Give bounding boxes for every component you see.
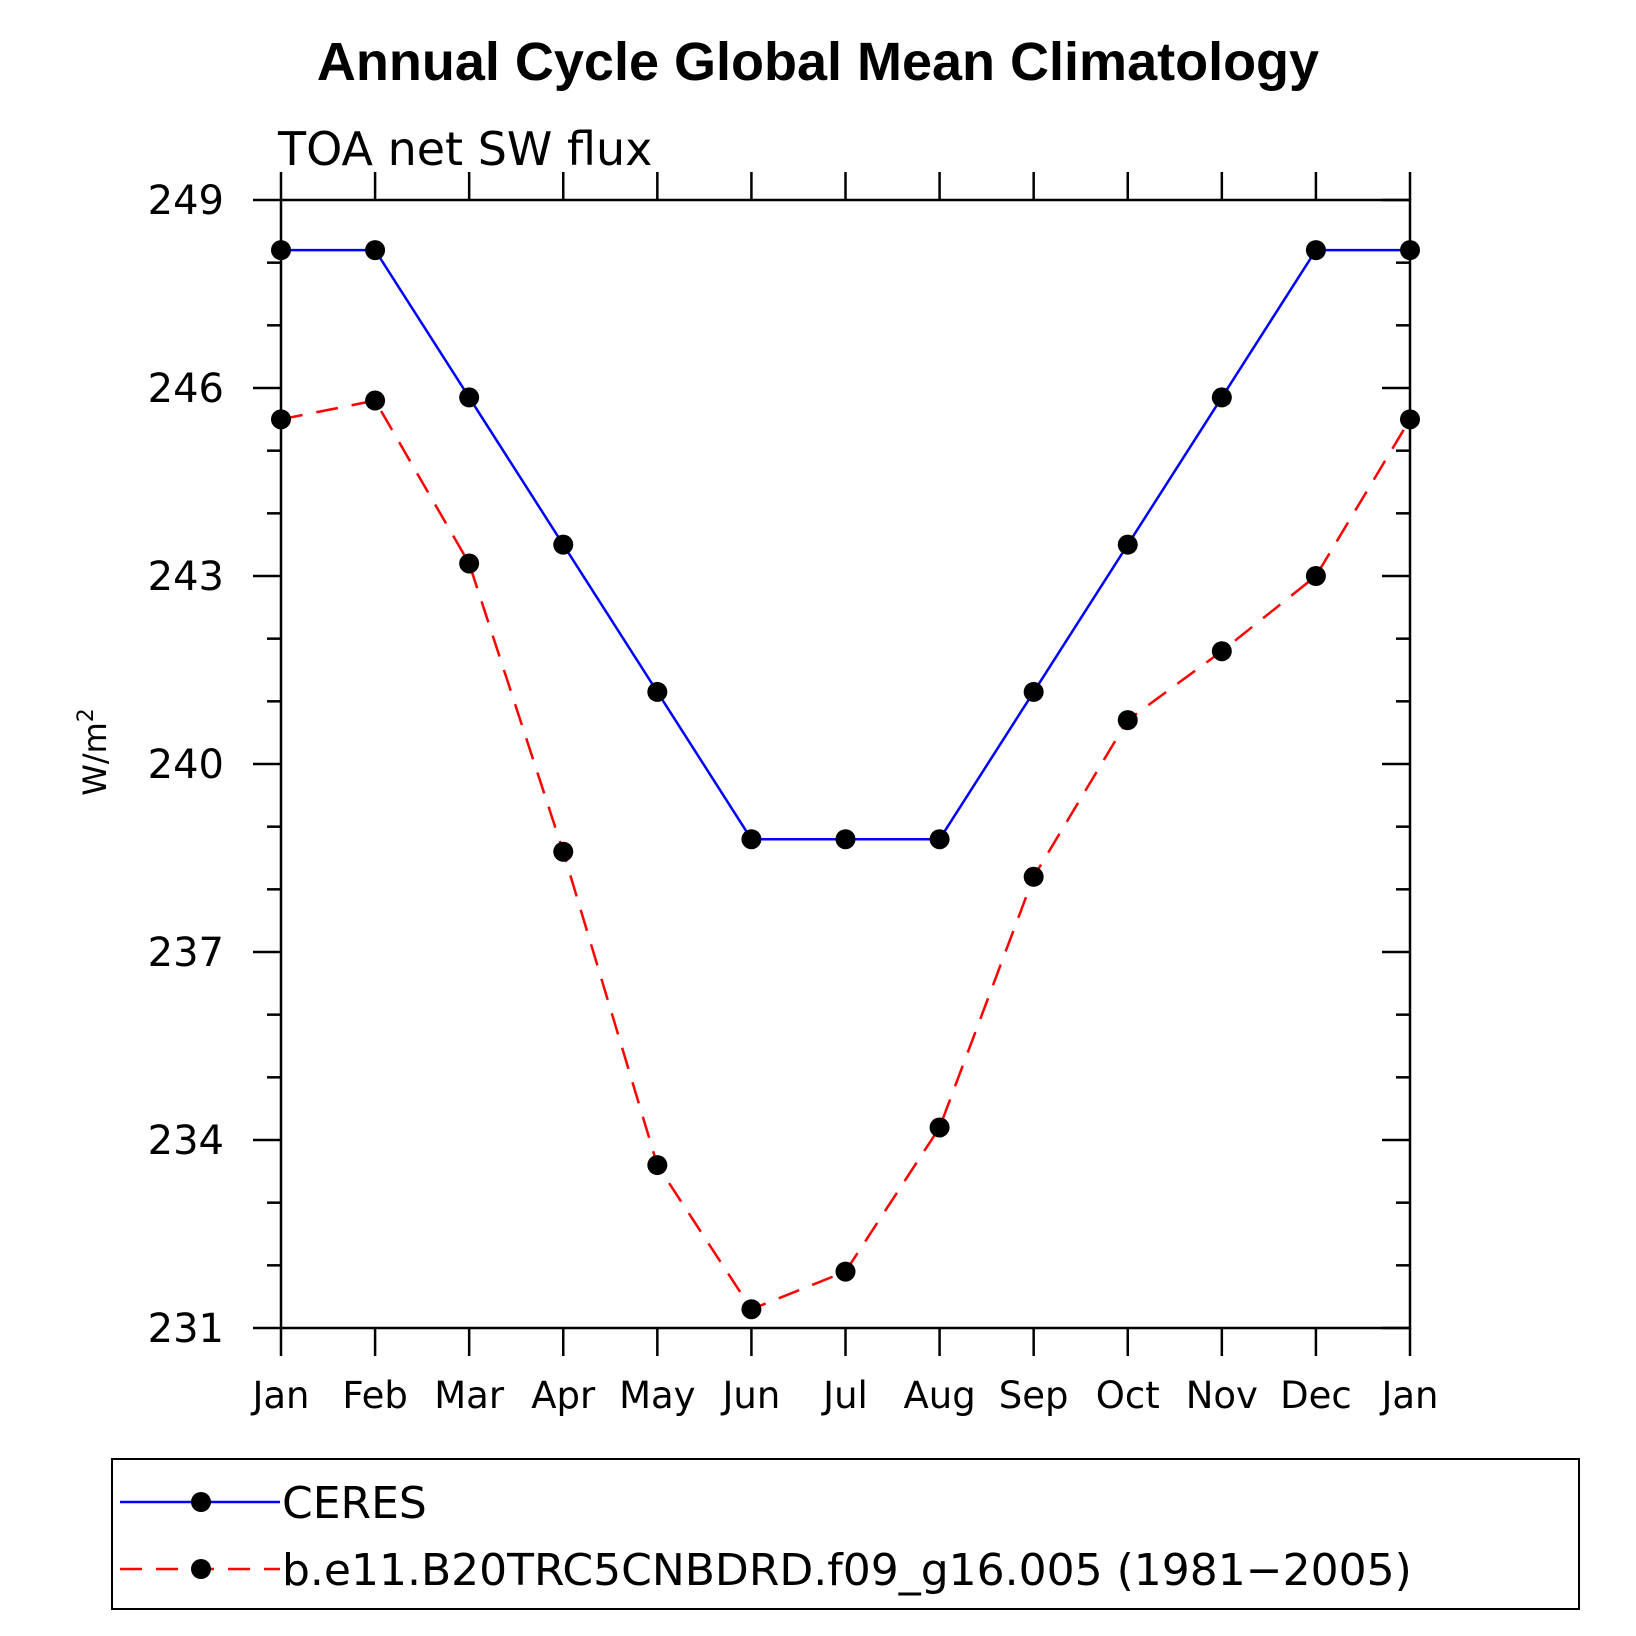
legend-marker-model bbox=[191, 1559, 211, 1579]
x-tick-label: Aug bbox=[903, 1374, 975, 1417]
legend: CERES b.e11.B20TRC5CNBDRD.f09_g16.005 (1… bbox=[111, 1458, 1580, 1610]
data-point bbox=[553, 841, 574, 862]
y-axis-label-superscript: 2 bbox=[74, 708, 99, 722]
y-tick-label: 240 bbox=[148, 742, 224, 788]
x-tick-label: Jan bbox=[1379, 1374, 1438, 1417]
x-tick-label: Jun bbox=[721, 1374, 781, 1417]
data-point bbox=[741, 829, 762, 850]
data-point bbox=[1023, 681, 1044, 702]
data-point bbox=[553, 534, 574, 555]
data-point bbox=[1305, 240, 1326, 261]
data-point bbox=[1023, 866, 1044, 887]
y-axis-label: W/m2 bbox=[74, 708, 114, 796]
data-point bbox=[459, 387, 480, 408]
data-point bbox=[365, 240, 386, 261]
x-tick-label: Jul bbox=[821, 1374, 868, 1417]
x-tick-label: Oct bbox=[1096, 1374, 1160, 1417]
data-point bbox=[1117, 534, 1138, 555]
series-line-0 bbox=[281, 248, 1410, 841]
legend-box bbox=[111, 1458, 1580, 1610]
y-tick-label: 237 bbox=[148, 930, 224, 976]
x-tick-label: Jan bbox=[250, 1374, 309, 1417]
chart-title: Annual Cycle Global Mean Climatology bbox=[317, 32, 1319, 92]
x-tick-label: Dec bbox=[1280, 1374, 1352, 1417]
x-tick-label: Nov bbox=[1186, 1374, 1258, 1417]
data-point bbox=[835, 829, 856, 850]
plot-frame bbox=[279, 198, 1412, 1330]
y-axis-ticks: 231 234 237 240 243 246 249 bbox=[148, 178, 1410, 1352]
legend-label-ceres: CERES bbox=[282, 1478, 427, 1529]
data-point bbox=[1117, 710, 1138, 731]
x-tick-label: Sep bbox=[999, 1374, 1069, 1417]
data-point bbox=[1211, 387, 1232, 408]
x-tick-label: Mar bbox=[434, 1374, 505, 1417]
y-tick-label: 246 bbox=[148, 366, 224, 412]
y-tick-label: 231 bbox=[148, 1306, 224, 1352]
data-point bbox=[741, 1299, 762, 1320]
chart-subtitle: TOA net SW flux bbox=[277, 122, 652, 176]
legend-marker-ceres bbox=[191, 1492, 211, 1512]
data-point bbox=[647, 1155, 668, 1176]
data-point bbox=[929, 1117, 950, 1138]
data-point bbox=[1305, 566, 1326, 586]
data-point bbox=[1211, 641, 1232, 662]
data-point bbox=[929, 829, 950, 850]
x-axis-ticks: Jan Feb Mar Apr May Jun Jul Aug Sep Oct Nov Dec Jan bbox=[250, 172, 1439, 1417]
data-point bbox=[459, 553, 480, 574]
series-line-1 bbox=[280, 399, 1412, 1311]
y-axis-label-base: W/m bbox=[76, 722, 114, 796]
data-point bbox=[365, 390, 386, 411]
y-tick-label: 243 bbox=[148, 554, 224, 600]
legend-label-model: b.e11.B20TRC5CNBDRD.f09_g16.005 (1981−20… bbox=[282, 1545, 1412, 1596]
x-tick-label: Feb bbox=[342, 1374, 408, 1417]
y-tick-label: 249 bbox=[148, 178, 224, 224]
y-tick-label: 234 bbox=[148, 1118, 224, 1164]
x-tick-label: Apr bbox=[531, 1374, 596, 1417]
x-tick-label: May bbox=[619, 1374, 696, 1417]
plot-series bbox=[271, 240, 1420, 1320]
data-point bbox=[835, 1261, 856, 1282]
data-point bbox=[647, 681, 668, 702]
